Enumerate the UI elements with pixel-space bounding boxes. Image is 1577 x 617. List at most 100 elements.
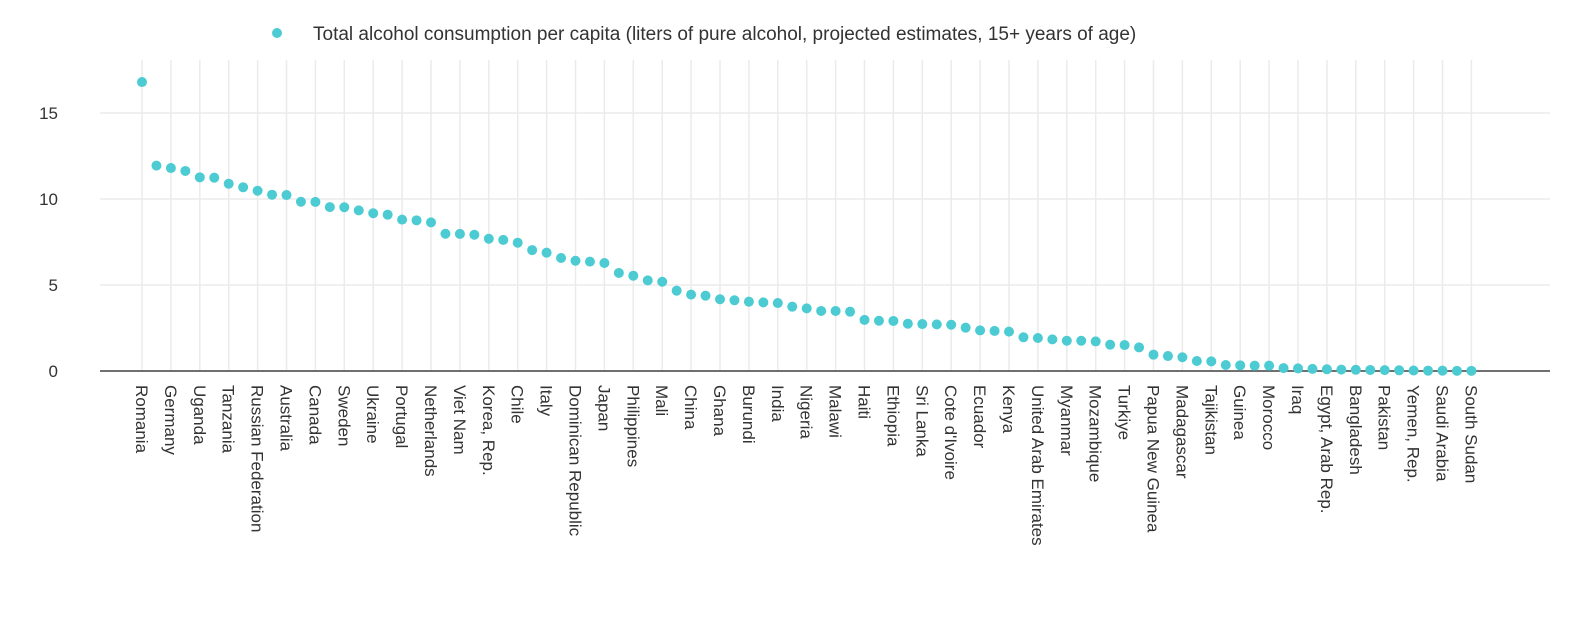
data-point[interactable] bbox=[1032, 332, 1043, 343]
data-point[interactable] bbox=[816, 305, 827, 316]
data-point[interactable] bbox=[397, 214, 408, 225]
data-point[interactable] bbox=[686, 289, 697, 300]
data-point[interactable] bbox=[1278, 363, 1289, 374]
data-point[interactable] bbox=[584, 256, 595, 267]
data-point[interactable] bbox=[1177, 352, 1188, 363]
data-point[interactable] bbox=[1162, 351, 1173, 362]
data-point[interactable] bbox=[223, 178, 234, 189]
data-point[interactable] bbox=[527, 245, 538, 256]
data-point[interactable] bbox=[194, 172, 205, 183]
data-point[interactable] bbox=[1061, 335, 1072, 346]
data-point[interactable] bbox=[238, 182, 249, 193]
data-point[interactable] bbox=[1134, 342, 1145, 353]
data-point[interactable] bbox=[888, 315, 899, 326]
data-point[interactable] bbox=[657, 276, 668, 287]
data-point[interactable] bbox=[1365, 364, 1376, 375]
data-point[interactable] bbox=[1423, 365, 1434, 376]
legend[interactable]: Total alcohol consumption per capita (li… bbox=[272, 24, 1136, 45]
data-point[interactable] bbox=[902, 318, 913, 329]
data-point[interactable] bbox=[946, 319, 957, 330]
data-point[interactable] bbox=[1191, 356, 1202, 367]
data-point[interactable] bbox=[368, 208, 379, 219]
data-point[interactable] bbox=[931, 319, 942, 330]
data-point[interactable] bbox=[1119, 340, 1130, 351]
data-point[interactable] bbox=[209, 172, 220, 183]
data-point[interactable] bbox=[1379, 365, 1390, 376]
data-point[interactable] bbox=[310, 196, 321, 207]
data-point[interactable] bbox=[1249, 360, 1260, 371]
data-point[interactable] bbox=[426, 217, 436, 228]
legend-label[interactable]: Total alcohol consumption per capita (li… bbox=[313, 24, 1136, 45]
data-point[interactable] bbox=[295, 196, 306, 207]
data-point[interactable] bbox=[772, 298, 783, 309]
data-point[interactable] bbox=[975, 325, 986, 336]
x-tick-label: Korea, Rep. bbox=[479, 385, 498, 476]
data-point[interactable] bbox=[151, 160, 162, 171]
data-point[interactable] bbox=[845, 306, 856, 317]
data-point[interactable] bbox=[743, 296, 754, 307]
data-point[interactable] bbox=[512, 237, 523, 248]
data-point[interactable] bbox=[165, 163, 176, 174]
data-point[interactable] bbox=[1235, 360, 1246, 371]
data-point[interactable] bbox=[1293, 363, 1303, 374]
data-point[interactable] bbox=[1047, 334, 1058, 345]
data-point[interactable] bbox=[137, 77, 147, 88]
data-point[interactable] bbox=[960, 322, 971, 333]
data-point[interactable] bbox=[324, 202, 335, 213]
data-point[interactable] bbox=[1408, 365, 1419, 376]
data-point[interactable] bbox=[700, 290, 711, 301]
data-point[interactable] bbox=[859, 314, 870, 325]
data-point[interactable] bbox=[1437, 365, 1448, 376]
data-point[interactable] bbox=[1105, 339, 1116, 350]
data-point[interactable] bbox=[411, 215, 422, 226]
data-point[interactable] bbox=[1321, 364, 1332, 375]
x-tick-label: Ethiopia bbox=[883, 385, 902, 447]
data-point[interactable] bbox=[267, 189, 278, 200]
data-point[interactable] bbox=[642, 275, 653, 286]
data-point[interactable] bbox=[382, 209, 393, 220]
data-point[interactable] bbox=[873, 315, 884, 326]
data-point[interactable] bbox=[715, 294, 725, 305]
data-point[interactable] bbox=[353, 205, 364, 216]
data-point[interactable] bbox=[483, 233, 494, 244]
data-point[interactable] bbox=[1451, 365, 1462, 376]
data-point[interactable] bbox=[556, 252, 567, 263]
data-point[interactable] bbox=[989, 325, 1000, 336]
data-point[interactable] bbox=[252, 185, 263, 196]
data-point[interactable] bbox=[830, 305, 841, 316]
data-point[interactable] bbox=[339, 202, 350, 213]
data-point[interactable] bbox=[1336, 364, 1347, 375]
data-point[interactable] bbox=[613, 267, 624, 278]
data-point[interactable] bbox=[628, 270, 639, 281]
data-point[interactable] bbox=[787, 301, 798, 312]
data-point[interactable] bbox=[1307, 363, 1318, 374]
data-point[interactable] bbox=[801, 303, 812, 314]
data-point[interactable] bbox=[1206, 356, 1217, 367]
data-point[interactable] bbox=[1264, 360, 1275, 371]
data-point[interactable] bbox=[570, 255, 581, 266]
data-point[interactable] bbox=[440, 228, 451, 239]
data-point[interactable] bbox=[1076, 335, 1087, 346]
data-point[interactable] bbox=[1350, 364, 1361, 375]
data-point[interactable] bbox=[498, 234, 509, 245]
data-point[interactable] bbox=[1018, 332, 1029, 343]
data-point[interactable] bbox=[454, 228, 465, 239]
x-tick-label: Sri Lanka bbox=[912, 385, 931, 457]
data-point[interactable] bbox=[469, 229, 480, 240]
x-tick-label: Tanzania bbox=[219, 385, 238, 454]
data-point[interactable] bbox=[729, 295, 740, 306]
data-point[interactable] bbox=[281, 190, 292, 201]
data-point[interactable] bbox=[599, 257, 610, 268]
data-point[interactable] bbox=[917, 319, 928, 330]
data-point[interactable] bbox=[1148, 349, 1159, 360]
data-point[interactable] bbox=[1090, 336, 1101, 347]
data-point[interactable] bbox=[758, 297, 769, 308]
legend-marker bbox=[272, 28, 282, 38]
data-point[interactable] bbox=[671, 285, 682, 296]
data-point[interactable] bbox=[1466, 365, 1477, 376]
data-point[interactable] bbox=[1394, 365, 1405, 376]
data-point[interactable] bbox=[180, 165, 191, 176]
data-point[interactable] bbox=[1004, 326, 1014, 337]
data-point[interactable] bbox=[1220, 359, 1231, 370]
data-point[interactable] bbox=[541, 247, 552, 258]
